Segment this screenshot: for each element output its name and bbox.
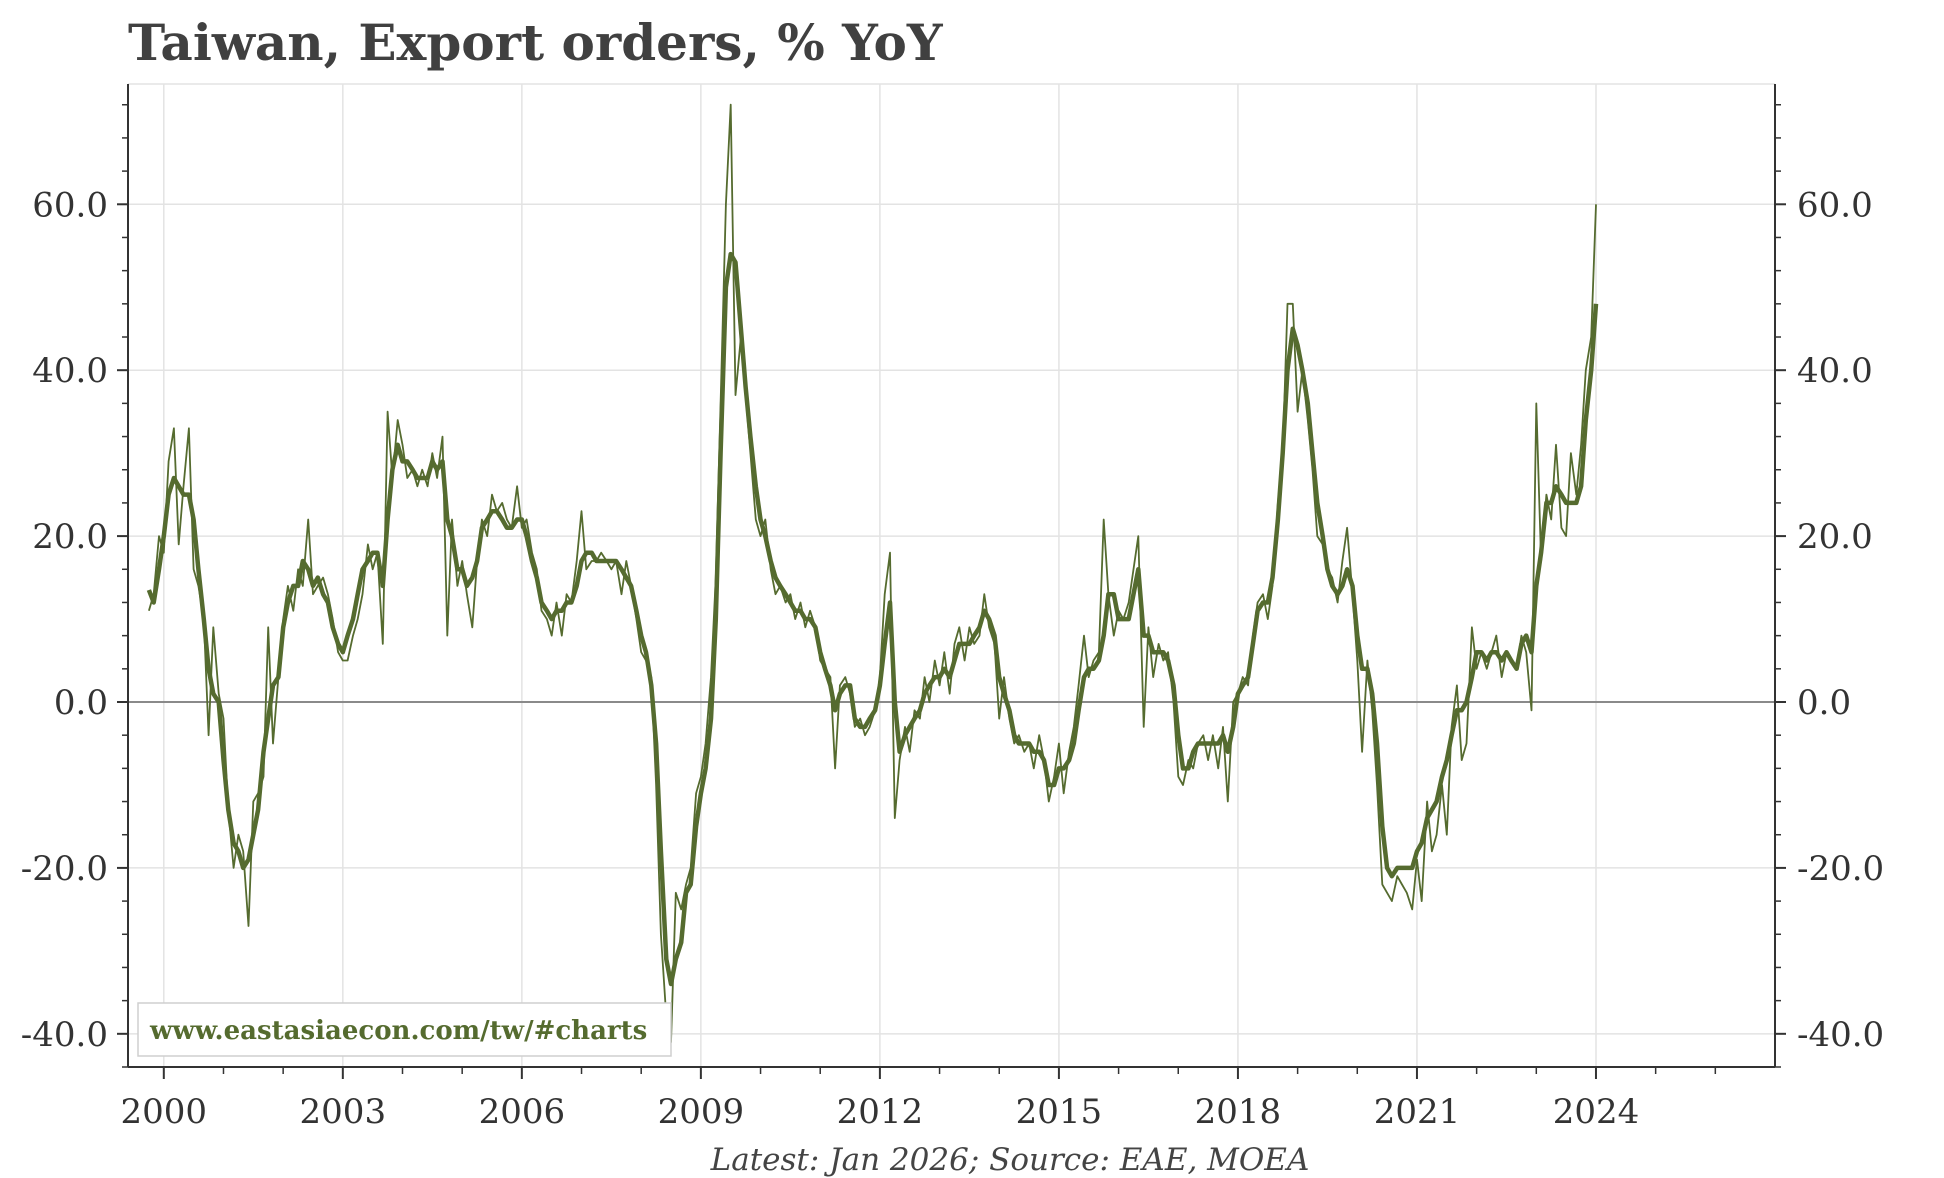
y-tick-label-right: -20.0 [1797,849,1884,889]
x-tick-label: 2018 [1195,1092,1282,1132]
x-tick-label: 2021 [1374,1092,1461,1132]
ticks: 60.0 60.0 40.0 40.0 20.0 20.0 0.0 0.0 -20.0 -20.0… [21,103,1884,1132]
y-tick-label-right: 40.0 [1797,351,1873,391]
y-tick-label-right: 60.0 [1797,185,1873,225]
series-line-1 [148,103,1597,1043]
source-note: Latest: Jan 2026; Source: EAE, MOEA [710,1142,1310,1178]
x-tick-label: 2000 [121,1092,208,1132]
x-tick-label: 2012 [837,1092,924,1132]
y-tick-label-left: -40.0 [21,1015,108,1055]
x-tick-label: 2003 [300,1092,387,1132]
x-tick-label: 2006 [479,1092,566,1132]
y-tick-label-left: 0.0 [54,683,108,723]
y-tick-label-left: 40.0 [32,351,108,391]
y-tick-label-right: 0.0 [1797,683,1851,723]
watermark-box: www.eastasiaecon.com/tw/#charts [137,1002,672,1057]
x-tick-label: 2024 [1553,1092,1640,1132]
watermark-text: www.eastasiaecon.com/tw/#charts [149,1016,647,1046]
watermark-frame [137,1002,672,1057]
grid [128,83,1775,1067]
y-tick-label-right: 20.0 [1797,517,1873,557]
x-tick-label: 2009 [658,1092,745,1132]
chart-title: Taiwan, Export orders, % YoY [128,13,944,72]
y-tick-label-left: -20.0 [21,849,108,889]
y-tick-label-left: 60.0 [32,185,108,225]
axes [127,84,1776,1068]
series-layer [146,103,1599,1043]
y-tick-label-left: 20.0 [32,517,108,557]
y-tick-label-right: -40.0 [1797,1015,1884,1055]
series-line-2 [146,251,1599,987]
x-tick-label: 2015 [1016,1092,1103,1132]
